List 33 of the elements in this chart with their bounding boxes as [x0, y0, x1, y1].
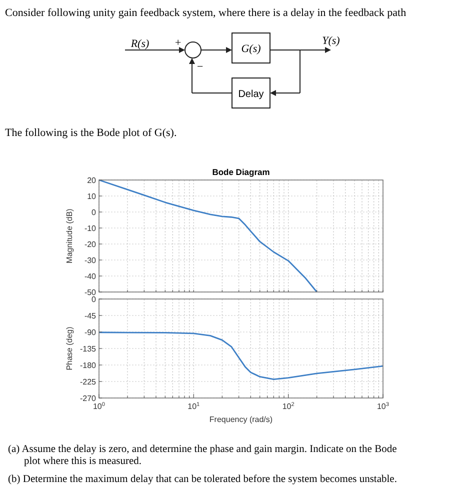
- y-tick-label: -90: [84, 328, 97, 337]
- y-tick-label: -10: [84, 224, 97, 233]
- x-axis-title: Frequency (rad/s): [209, 415, 273, 424]
- text: G(s): [241, 43, 262, 55]
- text: +: [174, 37, 182, 49]
- x-tick-label: 10$^{1}$: [188, 402, 200, 411]
- y-tick-label: 0: [92, 295, 97, 304]
- text: (a) Assume the delay is zero, and determine the phase and gain margin. Indicate on the Bode plot where this is measured.: [8, 444, 398, 467]
- x-tick-label: 10$^{0}$: [92, 402, 106, 411]
- text: R(s): [130, 38, 150, 50]
- chart-title: Bode Diagram: [212, 167, 270, 177]
- text: Delay: [238, 89, 264, 100]
- y-tick-label: -180: [80, 361, 97, 370]
- y-tick-label: -225: [80, 378, 97, 386]
- y-tick-label: -270: [80, 394, 97, 403]
- text: −: [196, 61, 204, 73]
- x-tick-label: 10$^{3}$: [376, 402, 390, 411]
- y-tick-label: 20: [87, 176, 97, 185]
- text: Y(s): [322, 35, 340, 47]
- y-tick-label: 10: [87, 192, 97, 201]
- text: The following is the Bode plot of G(s).: [5, 127, 177, 139]
- text: Consider following unity gain feedback system, where there is a delay in the feedback path: [5, 7, 407, 19]
- y-axis-title: Phase (deg): [65, 326, 74, 370]
- y-tick-label: -40: [84, 272, 97, 281]
- y-axis-title: Magnitude (dB): [65, 208, 74, 264]
- y-tick-label: -45: [84, 312, 97, 320]
- x-tick-label: 10$^{2}$: [282, 402, 294, 411]
- y-tick-label: -30: [84, 256, 97, 265]
- y-tick-label: -135: [80, 344, 97, 354]
- y-tick-label: 0: [92, 208, 97, 217]
- text: (b) Determine the maximum delay that can be tolerated before the system becomes unstable.: [8, 474, 397, 485]
- y-tick-label: -50: [84, 288, 97, 297]
- y-tick-label: -20: [84, 240, 97, 249]
